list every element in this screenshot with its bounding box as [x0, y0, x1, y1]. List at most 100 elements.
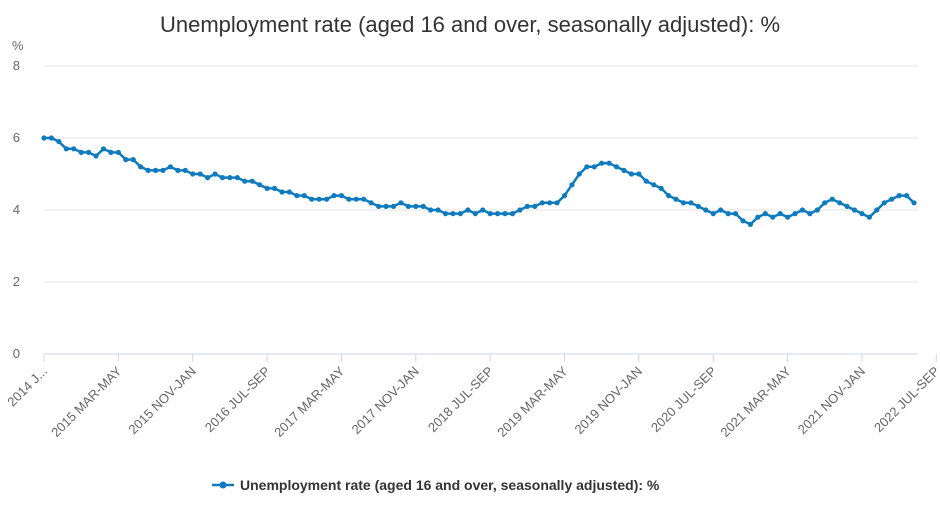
data-point[interactable] — [472, 211, 478, 217]
data-point[interactable] — [331, 193, 337, 199]
data-point[interactable] — [353, 196, 359, 202]
data-point[interactable] — [591, 164, 597, 170]
data-point[interactable] — [547, 200, 553, 206]
data-point[interactable] — [859, 211, 865, 217]
data-point[interactable] — [866, 214, 872, 220]
data-point[interactable] — [405, 203, 411, 209]
data-point[interactable] — [554, 200, 560, 206]
data-point[interactable] — [532, 203, 538, 209]
data-point[interactable] — [576, 171, 582, 177]
data-point[interactable] — [770, 214, 776, 220]
data-point[interactable] — [219, 175, 226, 181]
data-point[interactable] — [93, 153, 99, 159]
data-point[interactable] — [688, 200, 694, 206]
data-point[interactable] — [881, 200, 887, 206]
data-point[interactable] — [732, 211, 739, 217]
data-point[interactable] — [606, 160, 612, 166]
data-point[interactable] — [361, 196, 367, 202]
data-point[interactable] — [911, 200, 917, 206]
data-point[interactable] — [837, 200, 843, 206]
data-point[interactable] — [621, 167, 627, 173]
data-point[interactable] — [903, 193, 910, 199]
data-point[interactable] — [242, 178, 248, 184]
data-point[interactable] — [249, 178, 255, 184]
data-point[interactable] — [71, 146, 77, 152]
data-point[interactable] — [398, 200, 404, 206]
data-point[interactable] — [376, 203, 382, 209]
data-point[interactable] — [643, 178, 649, 184]
data-point[interactable] — [450, 211, 456, 217]
data-point[interactable] — [264, 185, 270, 191]
data-point[interactable] — [517, 207, 523, 213]
data-point[interactable] — [755, 214, 761, 220]
data-point[interactable] — [762, 211, 768, 217]
data-point[interactable] — [524, 203, 530, 209]
data-point[interactable] — [710, 211, 716, 217]
data-point[interactable] — [294, 193, 300, 199]
data-point[interactable] — [792, 211, 798, 217]
data-point[interactable] — [561, 193, 568, 199]
data-point[interactable] — [822, 200, 828, 206]
data-point[interactable] — [227, 175, 233, 181]
legend[interactable]: Unemployment rate (aged 16 and over, sea… — [212, 477, 660, 493]
data-point[interactable] — [703, 207, 709, 213]
data-point[interactable] — [271, 185, 278, 191]
data-point[interactable] — [502, 211, 508, 217]
data-point[interactable] — [309, 196, 315, 202]
data-point[interactable] — [680, 200, 687, 206]
data-point[interactable] — [123, 157, 129, 163]
data-point[interactable] — [279, 189, 285, 195]
data-point[interactable] — [613, 164, 620, 170]
data-point[interactable] — [666, 193, 672, 199]
data-point[interactable] — [286, 189, 292, 195]
data-point[interactable] — [889, 196, 895, 202]
data-point[interactable] — [413, 203, 419, 209]
data-point[interactable] — [747, 221, 754, 227]
data-point[interactable] — [784, 214, 791, 220]
data-point[interactable] — [799, 207, 806, 213]
data-point[interactable] — [673, 196, 679, 202]
data-point[interactable] — [651, 182, 657, 188]
data-point[interactable] — [428, 207, 434, 213]
data-point[interactable] — [487, 211, 493, 217]
data-point[interactable] — [457, 211, 464, 217]
data-point[interactable] — [138, 164, 144, 170]
data-point[interactable] — [301, 193, 307, 199]
data-point[interactable] — [807, 211, 813, 217]
data-point[interactable] — [465, 207, 471, 213]
data-point[interactable] — [182, 167, 188, 173]
data-point[interactable] — [56, 139, 62, 145]
data-point[interactable] — [48, 135, 55, 141]
data-point[interactable] — [63, 146, 69, 152]
data-point[interactable] — [390, 203, 397, 209]
data-point[interactable] — [718, 207, 724, 213]
data-point[interactable] — [212, 171, 218, 177]
data-point[interactable] — [368, 200, 374, 206]
data-point[interactable] — [740, 218, 746, 224]
data-point[interactable] — [896, 193, 902, 199]
data-point[interactable] — [539, 200, 545, 206]
data-point[interactable] — [569, 182, 575, 188]
data-point[interactable] — [636, 171, 642, 177]
data-point[interactable] — [100, 146, 107, 152]
data-point[interactable] — [383, 203, 389, 209]
data-point[interactable] — [829, 196, 835, 202]
data-point[interactable] — [338, 193, 345, 199]
data-point[interactable] — [695, 203, 701, 209]
data-point[interactable] — [152, 167, 159, 173]
data-point[interactable] — [190, 171, 196, 177]
data-point[interactable] — [658, 185, 664, 191]
data-point[interactable] — [204, 175, 211, 181]
data-point[interactable] — [584, 164, 590, 170]
data-point[interactable] — [725, 211, 731, 217]
data-point[interactable] — [494, 211, 501, 217]
data-point[interactable] — [435, 207, 441, 213]
data-point[interactable] — [167, 164, 174, 170]
data-point[interactable] — [346, 196, 352, 202]
data-point[interactable] — [844, 203, 850, 209]
data-point[interactable] — [851, 207, 858, 213]
data-point[interactable] — [115, 149, 121, 155]
data-point[interactable] — [234, 175, 240, 181]
data-point[interactable] — [874, 207, 880, 213]
data-point[interactable] — [599, 160, 605, 166]
